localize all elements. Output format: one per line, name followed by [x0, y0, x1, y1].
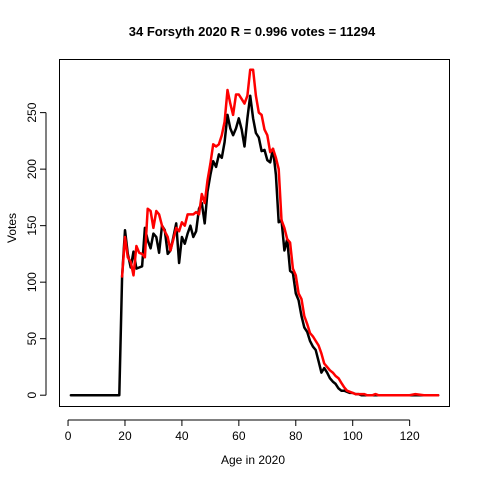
series-line-2 — [120, 68, 440, 397]
y-tick-label: 100 — [25, 272, 39, 292]
x-tick-label: 40 — [175, 429, 189, 443]
y-axis-label: Votes — [5, 213, 19, 243]
x-tick-label: 0 — [65, 429, 72, 443]
x-tick-label: 60 — [232, 429, 246, 443]
y-tick-label: 0 — [25, 392, 39, 399]
y-tick-label: 250 — [25, 102, 39, 122]
x-tick-label: 120 — [400, 429, 420, 443]
x-tick-label: 20 — [118, 429, 132, 443]
y-axis: 0 50 100 150 200 250 — [25, 102, 47, 399]
series-line-1 — [69, 94, 440, 397]
plot-frame — [59, 59, 450, 407]
y-tick-label: 200 — [25, 159, 39, 179]
y-tick-label: 150 — [25, 215, 39, 235]
x-tick-label: 100 — [343, 429, 363, 443]
x-axis-label: Age in 2020 — [221, 453, 285, 467]
series-layer — [69, 68, 440, 397]
x-axis: 0 20 40 60 80 100 120 — [65, 419, 420, 443]
x-tick-label: 80 — [289, 429, 303, 443]
y-tick-label: 50 — [25, 332, 39, 346]
chart-title: 34 Forsyth 2020 R = 0.996 votes = 11294 — [129, 24, 376, 39]
